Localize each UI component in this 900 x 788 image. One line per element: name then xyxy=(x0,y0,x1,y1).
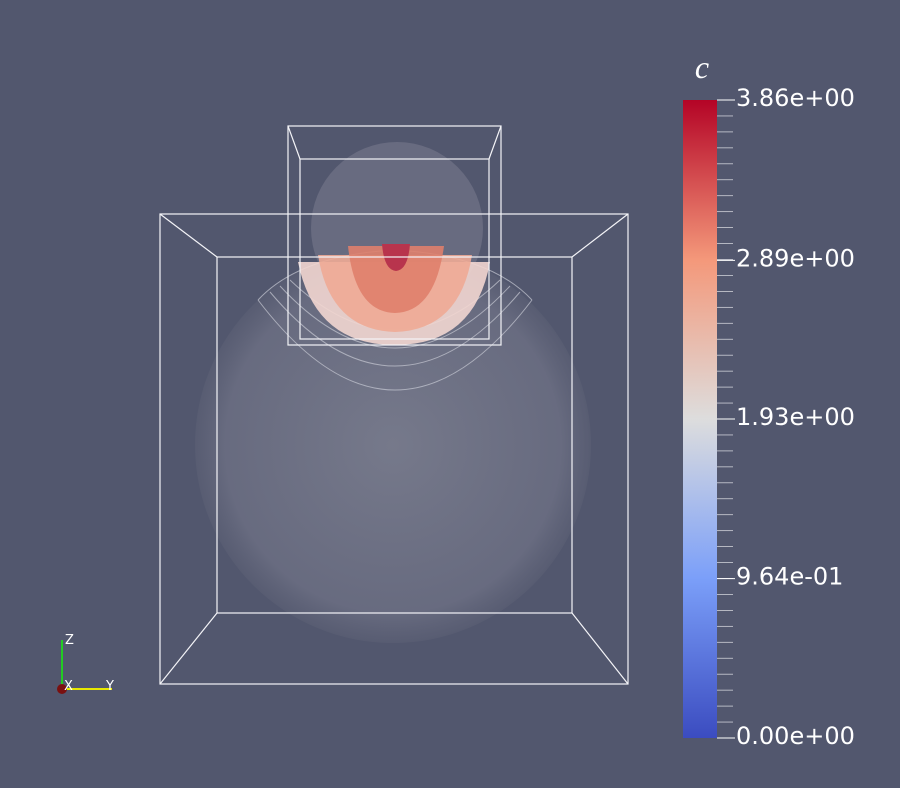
tick-label: 2.89e+00 xyxy=(736,244,855,272)
wireframe xyxy=(159,125,629,685)
axis-label: X xyxy=(64,679,73,694)
colorbar-ramp xyxy=(683,100,717,738)
tick-label: 3.86e+00 xyxy=(736,84,855,112)
tick-label: 1.93e+00 xyxy=(736,403,855,431)
x-axis xyxy=(57,684,67,694)
tick-label: 9.64e-01 xyxy=(736,563,843,591)
sphere xyxy=(195,247,591,643)
scene xyxy=(159,125,629,685)
axis-label: Y xyxy=(105,679,114,694)
tick-label: 0.00e+00 xyxy=(736,722,855,750)
axis-label: Z xyxy=(65,633,74,648)
axes-triad: Z Y X xyxy=(57,633,114,694)
isosurface-inner xyxy=(348,246,444,313)
colorbar-title: c xyxy=(695,49,709,85)
colorbar: c 3.86e+00 2.89e+00 1.93e+00 9.64e-01 0.00e+… xyxy=(683,49,855,750)
